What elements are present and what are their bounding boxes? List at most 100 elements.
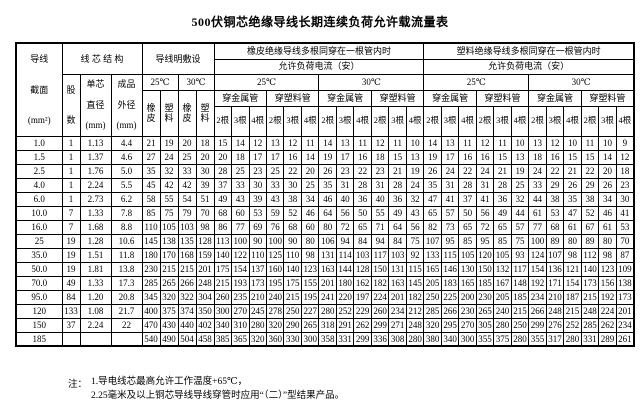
table-cell: 14 [598,149,617,165]
table-cell: 28 [458,177,477,193]
table-cell: 173 [248,275,268,291]
table-cell: 245 [248,303,268,319]
table-cell: 215 [510,303,530,319]
table-cell: 2.5 [15,163,63,179]
table-cell: 215 [283,289,302,305]
table-cell: 92 [405,247,425,263]
table-cell: 93 [510,247,530,263]
table-cell: 16 [353,149,372,165]
header-plastic-conduit: 穿塑料管 [370,89,425,107]
table-cell: 12 [283,135,302,151]
table-cell: 28 [353,177,372,193]
table-row: 35.0 19 1.51 11.8 180 170 168 159 140 122 110 125 11… [15,247,635,263]
table-cell: 154 [231,261,250,277]
table-cell: 168 [177,247,197,263]
table-cell: 68 [283,219,302,235]
table-cell: 241 [318,289,337,305]
table-cell: 205 [423,275,442,291]
table-cell: 26 [318,163,337,179]
table-cell: 1.5 [15,149,63,165]
table-cell: 98 [563,247,582,263]
table-cell: 11 [388,135,407,151]
table-cell: 173 [615,289,635,305]
table-cell: 128 [353,261,372,277]
table-cell: 20 [213,149,233,165]
table-cell: 133 [61,303,81,319]
table-cell: 60 [300,219,320,235]
table-cell: 2.24 [79,317,112,333]
table-cell: 103 [353,247,372,263]
table-cell: 266 [177,275,197,291]
table-cell: 137 [248,261,268,277]
table-cell: 35.0 [15,247,63,263]
table-cell: 46 [598,205,617,221]
table-row: 120 133 1.08 21.7 400 375 374 350 300 270 245 278 25… [15,303,635,319]
table-cell: 22 [580,163,600,179]
table-cell: 402 [195,317,215,333]
table-cell: 173 [580,275,600,291]
table-cell: 30 [283,177,302,193]
table-cell: 234 [615,317,635,333]
table-cell: 21.7 [110,303,143,319]
table-cell: 25 [265,163,285,179]
table-cell: 49 [61,275,81,291]
table-cell: 14 [300,149,320,165]
table-cell: 39 [195,177,215,193]
table-cell: 160 [265,261,285,277]
table-cell: 271 [388,317,407,333]
table-cell: 105 [159,219,179,235]
table-cell: 110 [248,247,268,263]
table-cell: 31 [335,177,355,193]
table-cell: 25 [15,233,63,249]
table-cell: 41 [475,191,495,207]
table-cell: 291 [335,317,355,333]
header-metal-conduit: 穿金属管 [213,89,268,107]
table-cell: 25 [231,163,250,179]
table-cell: 25 [300,177,320,193]
table-cell: 18 [195,135,215,151]
table-cell: 504 [177,331,197,347]
table-cell: 266 [440,303,460,319]
header-core-diameter-line2: 直径 [86,99,105,110]
table-cell: 114 [335,247,355,263]
table-header: 导线 截面 (mm²) 线 芯 结 构 导线明敷设 橡皮绝缘导线多根同穿在一根管… [15,42,635,137]
table-cell: 68 [545,219,565,235]
table-cell: 300 [300,331,320,347]
table-cell: 276 [545,317,565,333]
table-cell: 115 [440,247,460,263]
header-wire-section: 导线 截面 (mm²) [15,42,63,137]
table-cell: 215 [177,261,197,277]
table-cell: 35 [318,177,337,193]
table-cell: 47 [563,205,582,221]
table-cell: 310 [231,317,250,333]
table-cell: 36 [493,191,512,207]
table-cell: 18 [615,163,635,179]
table-cell: 140 [213,247,233,263]
table-cell: 135 [177,233,197,249]
table-cell: 150 [475,261,495,277]
table-cell: 36 [388,191,407,207]
table-cell: 22 [458,163,477,179]
header-plastic-25c: 25℃ [423,73,530,91]
table-cell: 17 [265,149,285,165]
table-cell: 100 [231,233,250,249]
table-cell: 65 [423,205,442,221]
table-cell: 65 [458,219,477,235]
table-cell: 40 [370,191,390,207]
table-cell: 33 [265,177,285,193]
table-cell: 19 [405,163,425,179]
table-cell: 42 [177,177,197,193]
table-cell: 14 [231,135,250,151]
table-cell: 52 [580,205,600,221]
table-cell: 131 [388,261,407,277]
table-cell: 22 [545,163,565,179]
table-row: 70.0 49 1.33 17.3 285 265 266 248 215 193 173 195 17… [15,275,635,291]
table-cell: 17 [248,149,268,165]
table-cell: 42 [159,177,179,193]
table-cell: 19 [318,149,337,165]
table-cell: 36 [353,191,372,207]
table-cell: 200 [458,289,477,305]
table-cell: 18 [370,149,390,165]
header-rubber-section: 橡皮绝缘导线多根同穿在一根管内时 [213,42,425,60]
table-cell: 85 [458,233,477,249]
